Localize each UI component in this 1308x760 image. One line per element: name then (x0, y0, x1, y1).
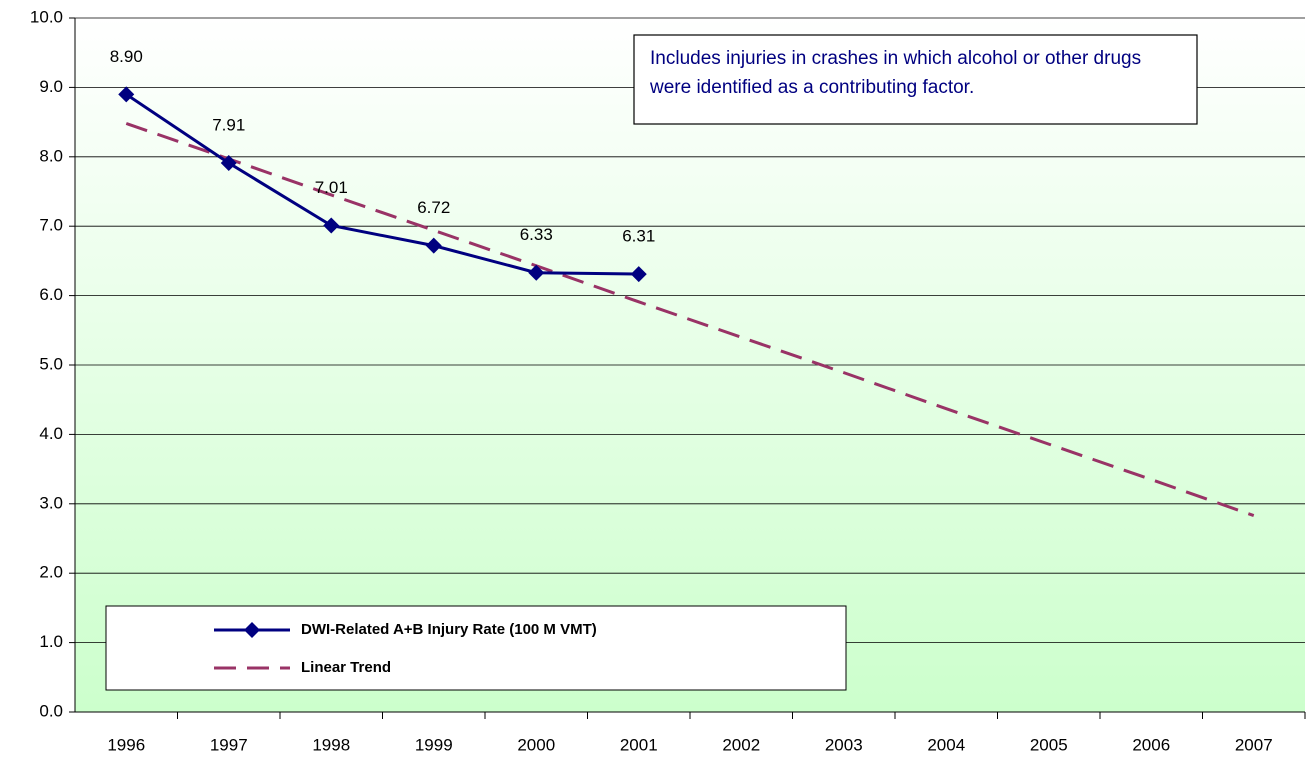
point (528, 264, 545, 281)
marks (118, 86, 1255, 518)
data-label: 6.72 (417, 198, 450, 217)
data-label: 6.31 (622, 227, 655, 246)
x-tick-label: 2002 (722, 735, 760, 754)
x-tick-label: 2001 (620, 735, 658, 754)
x-tick-label: 2004 (927, 735, 965, 754)
point (118, 86, 135, 103)
x-tick-label: 1997 (210, 735, 248, 754)
annotation-box (633, 34, 1198, 125)
data-label: 7.91 (212, 116, 245, 135)
y-tick-label: 1.0 (39, 632, 63, 651)
x-tick-label: 1998 (312, 735, 350, 754)
legend: DWI-Related A+B Injury Rate (100 M VMT) L… (214, 621, 597, 676)
x-tick-label: 2007 (1235, 735, 1273, 754)
x-tick-label: 2005 (1030, 735, 1068, 754)
x-tick-label: 1996 (107, 735, 145, 754)
x-tick-label: 2000 (517, 735, 555, 754)
data-label: 7.01 (315, 178, 348, 197)
point (630, 266, 647, 283)
x-tick-label: 2006 (1132, 735, 1170, 754)
point (425, 237, 442, 254)
y-tick-label: 9.0 (39, 77, 63, 96)
point (323, 217, 340, 234)
series-line (125, 93, 639, 276)
y-tick-label: 5.0 (39, 354, 63, 373)
legend-marker (244, 622, 260, 638)
y-tick-label: 0.0 (39, 701, 63, 720)
series-line (125, 122, 1255, 518)
legend-label: Linear Trend (301, 659, 391, 676)
data-label: 6.33 (520, 225, 553, 244)
annotation-holder: Includes injuries in crashes in which al… (650, 48, 1142, 98)
y-tick-label: 2.0 (39, 563, 63, 582)
point (220, 155, 237, 172)
x-tick-label: 2003 (825, 735, 863, 754)
y-tick-label: 6.0 (39, 285, 63, 304)
y-tick-label: 4.0 (39, 424, 63, 443)
y-tick-label: 8.0 (39, 146, 63, 165)
data-label: 8.90 (110, 47, 143, 66)
legend-label: DWI-Related A+B Injury Rate (100 M VMT) (301, 621, 597, 638)
y-tick-label: 3.0 (39, 493, 63, 512)
legend-box (105, 605, 847, 691)
y-tick-label: 7.0 (39, 216, 63, 235)
annotation: Includes injuries in crashes in which al… (650, 48, 1142, 98)
x-tick-label: 1999 (415, 735, 453, 754)
y-tick-label: 10.0 (30, 7, 63, 26)
